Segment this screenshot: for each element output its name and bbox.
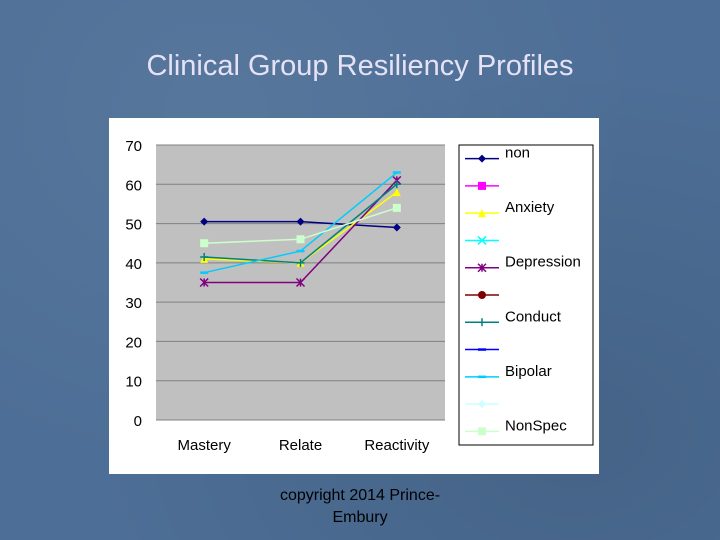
x-tick-label: Reactivity [364, 437, 430, 454]
y-tick-label: 60 [125, 177, 142, 194]
legend-marker [478, 318, 486, 327]
y-tick-label: 10 [125, 374, 142, 391]
y-tick-label: 20 [125, 334, 142, 351]
data-point [200, 252, 209, 261]
data-point [392, 188, 401, 197]
data-point [295, 277, 306, 288]
y-tick-label: 0 [134, 413, 142, 430]
legend-label: Anxiety [505, 199, 555, 216]
chart-frame: 0 10 20 30 40 50 60 70 Mastery Relate Reactivity no… [109, 118, 599, 474]
legend-label: Bipolar [505, 363, 552, 380]
data-point [392, 203, 401, 212]
y-tick-label: 40 [125, 256, 142, 273]
y-tick-label: 50 [125, 217, 142, 234]
x-tick-label: Mastery [177, 437, 231, 454]
y-tick-label: 70 [125, 138, 142, 155]
data-point [296, 235, 305, 244]
legend-label: Conduct [505, 308, 562, 325]
data-point [392, 180, 401, 189]
legend-marker [478, 154, 486, 163]
data-point [296, 258, 305, 267]
footer-line-2: Embury [332, 509, 388, 526]
x-tick-label: Relate [279, 437, 322, 454]
legend-marker [478, 209, 486, 218]
data-point [200, 217, 209, 226]
data-point [296, 217, 305, 226]
legend-marker [478, 181, 486, 190]
legend-label: NonSpec [505, 417, 567, 434]
legend-marker [478, 427, 486, 436]
slide-title: Clinical Group Resiliency Profiles [146, 50, 574, 82]
legend-marker [478, 400, 486, 409]
copyright-footer: copyright 2014 Prince- Embury [230, 485, 490, 529]
legend-marker [477, 263, 487, 273]
legend-label: Depression [505, 254, 581, 271]
footer-line-1: copyright 2014 Prince- [279, 487, 441, 504]
data-point [392, 223, 401, 232]
legend-label: non [505, 145, 530, 162]
data-point [199, 277, 209, 288]
legend-marker [477, 235, 487, 245]
data-point [200, 239, 209, 248]
y-tick-label: 30 [125, 295, 142, 312]
legend-marker [478, 291, 486, 299]
line-chart: 0 10 20 30 40 50 60 70 Mastery Relate Reactivity no… [125, 138, 594, 454]
